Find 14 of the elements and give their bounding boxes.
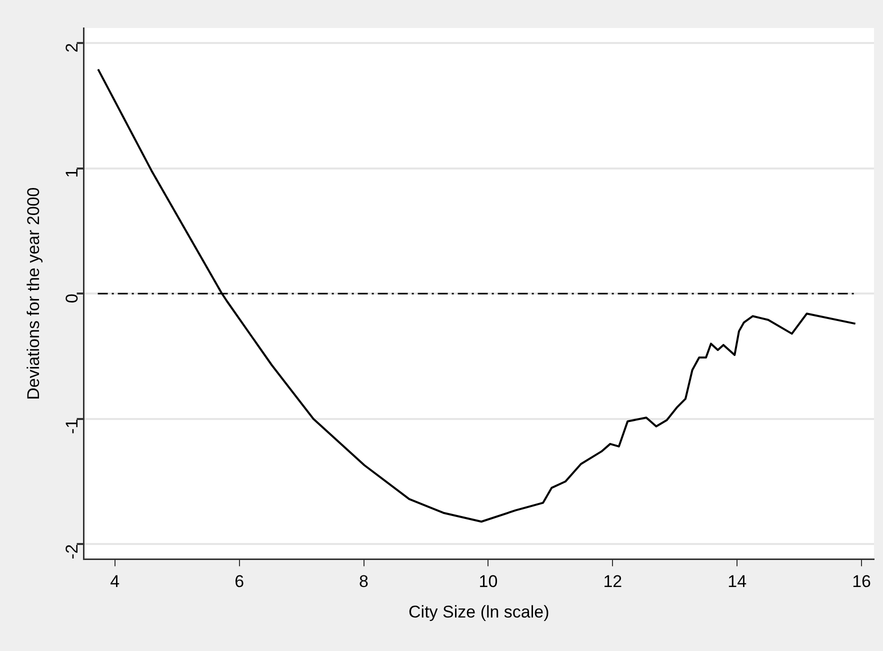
- y-axis-title: Deviations for the year 2000: [24, 187, 43, 400]
- y-tick-label: 1: [62, 168, 82, 178]
- y-tick-label: -1: [62, 418, 82, 434]
- x-tick-label: 4: [110, 572, 120, 592]
- x-tick-label: 10: [478, 572, 498, 592]
- y-tick-label: 0: [62, 294, 82, 304]
- x-axis-title: City Size (ln scale): [408, 602, 550, 622]
- y-tick-label: -2: [62, 544, 82, 560]
- x-tick-label: 12: [603, 572, 622, 592]
- x-tick-label: 6: [234, 572, 244, 592]
- x-tick-label: 16: [852, 572, 872, 592]
- x-tick-label: 8: [359, 572, 369, 592]
- x-tick-label: 14: [728, 572, 747, 592]
- y-tick-label: 2: [62, 43, 82, 53]
